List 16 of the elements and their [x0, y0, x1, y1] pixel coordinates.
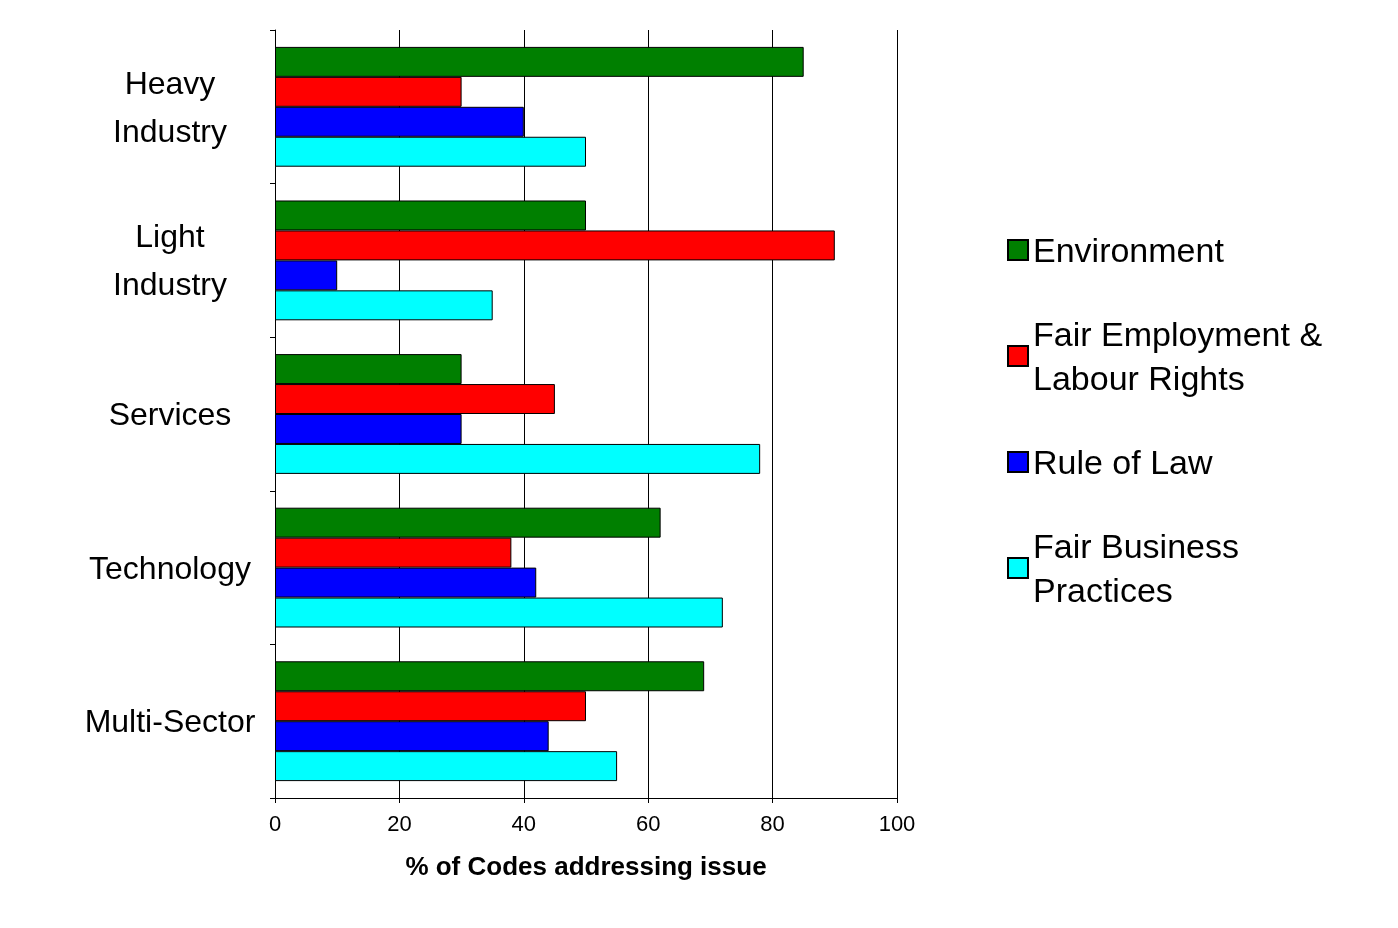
x-tick-label: 60 [635, 810, 661, 836]
legend-label: Fair Employment & Labour Rights [1033, 315, 1332, 397]
x-tick-label: 80 [760, 810, 785, 836]
legend-label: Fair Business Practices [1033, 527, 1249, 609]
y-tick-label: Light Industry [113, 218, 227, 303]
y-tick-label: Heavy Industry [113, 64, 227, 149]
x-tick-label: 100 [878, 810, 916, 836]
x-axis-title: % of Codes addressing issue [405, 851, 767, 881]
legend-label: Rule of Law [1033, 443, 1213, 481]
y-tick-label: Technology [89, 549, 251, 586]
y-tick-label: Multi-Sector [84, 703, 256, 740]
y-tick-label: Services [108, 396, 232, 432]
x-tick-label: 0 [268, 810, 282, 836]
legend-label: Environment [1033, 231, 1225, 269]
x-tick-label: 20 [387, 810, 412, 836]
x-tick-label: 40 [511, 810, 537, 836]
